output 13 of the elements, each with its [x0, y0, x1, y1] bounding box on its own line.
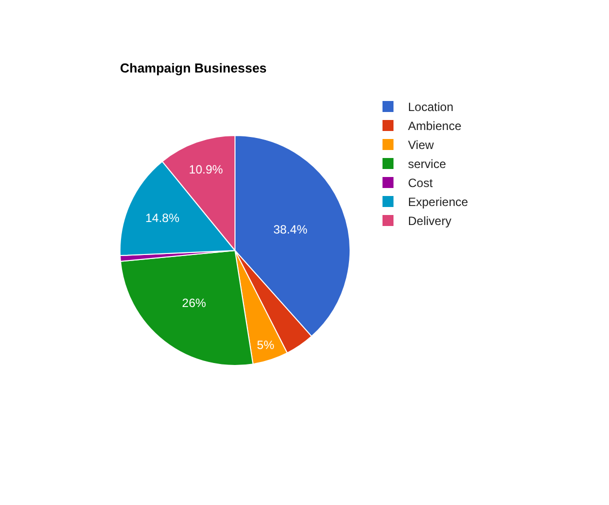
- chart-title: Champaign Businesses: [120, 60, 267, 76]
- data-label: 38.4%: [273, 222, 308, 236]
- data-label: 5%: [256, 338, 275, 352]
- legend-label: service: [408, 157, 446, 172]
- legend-label: Location: [408, 100, 454, 114]
- data-label: 26%: [182, 296, 206, 310]
- legend-label: View: [408, 138, 434, 152]
- legend-label: Ambience: [408, 119, 462, 134]
- data-label: 10.9%: [188, 162, 224, 176]
- legend-label: Experience: [408, 195, 468, 210]
- legend-label: Cost: [408, 176, 434, 190]
- legend-label: Delivery: [408, 214, 452, 228]
- data-label: 14.8%: [145, 211, 180, 226]
